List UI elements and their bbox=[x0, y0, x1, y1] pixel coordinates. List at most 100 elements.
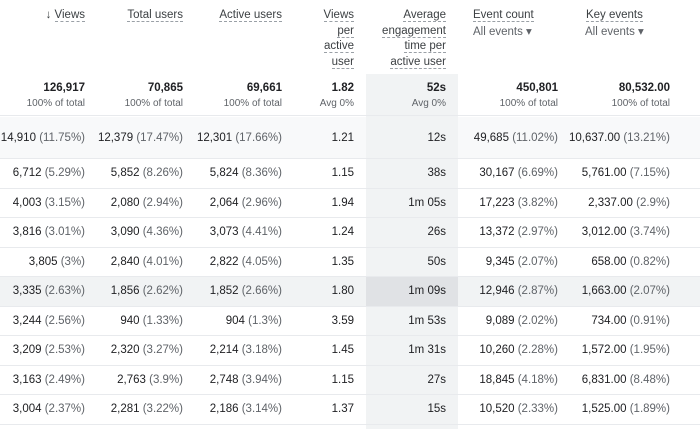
header-label: Event count bbox=[473, 9, 534, 22]
highlight-cell-bg bbox=[366, 188, 458, 217]
table-row[interactable]: 3,163 (2.49%) 2,763 (3.9%) 2,748 (3.94%) 1.… bbox=[0, 365, 700, 395]
cell-percent: (3.82%) bbox=[517, 196, 558, 209]
cell-total-users: 1,856 (2.62%) bbox=[111, 285, 183, 297]
cell-value: 10,637.00 bbox=[568, 131, 621, 144]
table-row[interactable]: 3,209 (2.53%) 2,320 (3.27%) 2,214 (3.18%) 1… bbox=[0, 336, 700, 366]
cell-key-events: 1,663.00 (2.07%) bbox=[582, 285, 670, 297]
cell-percent: (3.27%) bbox=[142, 344, 183, 357]
cell-percent: (1.89%) bbox=[629, 403, 670, 416]
column-header-active-users[interactable]: Active users bbox=[219, 8, 282, 24]
cell-total-users: 2,763 (3.9%) bbox=[117, 374, 183, 386]
header-label-line: per bbox=[337, 24, 354, 38]
table-row[interactable]: 3,244 (2.56%) 940 (1.33%) 904 (1.3%) 3.59 1m… bbox=[0, 306, 700, 336]
table-row[interactable]: 6,712 (5.29%) 5,852 (8.26%) 5,824 (8.36%) 1… bbox=[0, 159, 700, 189]
cell-percent: (4.01%) bbox=[142, 255, 183, 268]
cell-views-per-active-user: 1.24 bbox=[332, 226, 354, 238]
cell-value: 3,090 bbox=[110, 226, 140, 239]
total-key-events-note: 100% of total bbox=[611, 98, 670, 109]
cell-value: 1.21 bbox=[331, 131, 354, 144]
cell-value: 2,320 bbox=[110, 344, 140, 357]
cell-value: 14,910 bbox=[0, 131, 36, 144]
cell-value: 2,337.00 bbox=[588, 196, 633, 209]
table-row[interactable]: 3,335 (2.63%) 1,856 (2.62%) 1,852 (2.66%) 1… bbox=[0, 277, 700, 307]
cell-event-count: 18,845 (4.18%) bbox=[479, 374, 558, 386]
cell-value: 1m 09s bbox=[408, 285, 446, 298]
highlight-cell-bg bbox=[366, 159, 458, 188]
total-active-users: 69,661 bbox=[246, 82, 282, 94]
cell-value: 3,816 bbox=[12, 226, 42, 239]
column-header-key-events[interactable]: Key events All events ▾ bbox=[585, 8, 644, 40]
cell-percent: (3.9%) bbox=[149, 373, 183, 386]
cell-percent: (11.02%) bbox=[512, 131, 558, 144]
cell-percent: (2.62%) bbox=[142, 285, 183, 298]
cell-total-users: 5,852 (8.26%) bbox=[111, 167, 183, 179]
cell-views: 3,163 (2.49%) bbox=[13, 374, 85, 386]
cell-views: 4,003 (3.15%) bbox=[13, 197, 85, 209]
cell-percent: (2.07%) bbox=[629, 285, 670, 298]
cell-percent: (3.22%) bbox=[142, 403, 183, 416]
cell-value: 3,209 bbox=[12, 344, 42, 357]
cell-value: 30,167 bbox=[479, 167, 515, 180]
cell-percent: (2.87%) bbox=[517, 285, 558, 298]
cell-value: 2,080 bbox=[110, 196, 140, 209]
table-row[interactable]: 3,004 (2.37%) 2,281 (3.22%) 2,186 (3.14%) 1… bbox=[0, 395, 700, 425]
column-header-views-per-active-user[interactable]: Views per active user bbox=[323, 8, 354, 70]
total-event-count: 450,801 bbox=[516, 82, 558, 94]
column-header-event-count[interactable]: Event count All events ▾ bbox=[473, 8, 534, 40]
cell-key-events: 6,831.00 (8.48%) bbox=[582, 374, 670, 386]
event-filter-dropdown[interactable]: All events ▾ bbox=[585, 25, 644, 41]
cell-event-count: 9,345 (2.07%) bbox=[486, 256, 558, 268]
filter-label: All events bbox=[473, 25, 523, 38]
cell-value: 6,831.00 bbox=[581, 373, 627, 386]
caret-down-icon: ▾ bbox=[634, 25, 644, 38]
total-key-events: 80,532.00 bbox=[618, 82, 670, 94]
cell-active-users: 2,064 (2.96%) bbox=[210, 197, 282, 209]
cell-views-per-active-user: 1.37 bbox=[332, 403, 354, 415]
cell-value: 5,824 bbox=[209, 167, 239, 180]
cell-value: 1,572.00 bbox=[581, 344, 627, 357]
cell-views: 3,004 (2.37%) bbox=[13, 403, 85, 415]
cell-key-events: 1,572.00 (1.95%) bbox=[582, 344, 670, 356]
cell-event-count: 10,520 (2.33%) bbox=[479, 403, 558, 415]
cell-value: 1,663.00 bbox=[581, 285, 627, 298]
cell-percent: (3.94%) bbox=[241, 373, 282, 386]
cell-avg-engagement-time: 1m 05s bbox=[408, 197, 446, 209]
header-label-line: Views bbox=[323, 9, 354, 22]
cell-value: 2,763 bbox=[117, 373, 146, 386]
cell-percent: (11.75%) bbox=[39, 131, 85, 144]
cell-value: 1,525.00 bbox=[581, 403, 627, 416]
cell-percent: (2.33%) bbox=[517, 403, 558, 416]
highlight-cell-bg bbox=[366, 277, 458, 306]
table-row[interactable]: 4,003 (3.15%) 2,080 (2.94%) 2,064 (2.96%) 1… bbox=[0, 188, 700, 218]
cell-value: 1,852 bbox=[209, 285, 239, 298]
cell-event-count: 17,223 (3.82%) bbox=[479, 197, 558, 209]
cell-value: 1.94 bbox=[331, 196, 354, 209]
cell-active-users: 2,748 (3.94%) bbox=[210, 374, 282, 386]
cell-value: 2,214 bbox=[209, 344, 239, 357]
event-filter-dropdown[interactable]: All events ▾ bbox=[473, 25, 534, 41]
cell-value: 1.15 bbox=[331, 167, 354, 180]
cell-value: 1m 05s bbox=[408, 196, 446, 209]
highlight-cell-bg bbox=[366, 306, 458, 335]
cell-value: 3,163 bbox=[12, 373, 42, 386]
cell-total-users: 2,080 (2.94%) bbox=[111, 197, 183, 209]
cell-percent: (2.63%) bbox=[44, 285, 85, 298]
cell-avg-engagement-time: 1m 31s bbox=[408, 344, 446, 356]
cell-value: 9,345 bbox=[485, 255, 515, 268]
table-row[interactable]: 3,816 (3.01%) 3,090 (4.36%) 3,073 (4.41%) 1… bbox=[0, 218, 700, 248]
column-header-total-users[interactable]: Total users bbox=[127, 8, 183, 24]
table-row[interactable]: 14,910 (11.75%) 12,379 (17.47%) 12,301 (17… bbox=[0, 117, 700, 159]
cell-views-per-active-user: 1.45 bbox=[332, 344, 354, 356]
cell-event-count: 13,372 (2.97%) bbox=[479, 226, 558, 238]
column-header-avg-engagement-time[interactable]: Average engagement time per active user bbox=[382, 8, 446, 70]
cell-value: 2,840 bbox=[110, 255, 140, 268]
table-row[interactable]: 3,805 (3%) 2,840 (4.01%) 2,822 (4.05%) 1.35… bbox=[0, 247, 700, 277]
cell-value: 2,748 bbox=[209, 373, 239, 386]
cell-event-count: 12,946 (2.87%) bbox=[479, 285, 558, 297]
cell-total-users: 2,840 (4.01%) bbox=[111, 256, 183, 268]
cell-value: 15s bbox=[427, 403, 446, 416]
cell-value: 1.35 bbox=[331, 255, 354, 268]
cell-avg-engagement-time: 1m 09s bbox=[408, 285, 446, 297]
cell-percent: (3.14%) bbox=[241, 403, 282, 416]
column-header-views[interactable]: ↓ Views bbox=[46, 8, 85, 24]
